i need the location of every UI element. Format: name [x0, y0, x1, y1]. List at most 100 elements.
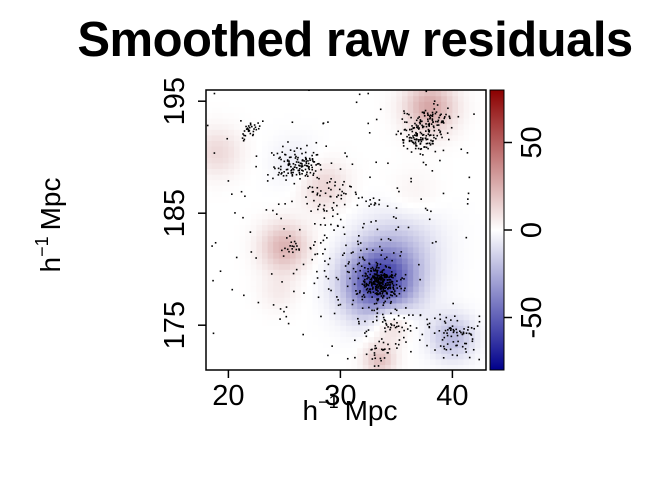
heat-cell	[334, 330, 341, 337]
heat-cell	[245, 185, 252, 192]
data-point	[394, 273, 397, 276]
heat-cell	[312, 274, 319, 281]
heat-cell	[329, 162, 336, 169]
data-point	[295, 242, 297, 245]
heat-cell	[306, 302, 313, 309]
data-point	[174, 298, 176, 300]
data-point	[370, 221, 372, 223]
heat-cell	[435, 241, 442, 248]
heat-cell	[256, 224, 263, 231]
data-point	[384, 282, 387, 285]
heat-cell	[474, 297, 481, 304]
data-point	[367, 270, 369, 273]
heat-cell	[402, 134, 409, 141]
heat-cell	[441, 134, 448, 141]
data-point	[358, 235, 360, 237]
data-point	[445, 113, 447, 116]
heat-cell	[278, 325, 285, 332]
data-point	[359, 290, 361, 292]
heat-cell	[418, 151, 425, 158]
heat-cell	[441, 90, 448, 97]
heat-cell	[334, 269, 341, 276]
heat-cell	[351, 224, 358, 231]
heat-cell	[267, 342, 274, 349]
heat-cell	[413, 358, 420, 365]
heat-cell	[368, 364, 375, 370]
heat-cell	[234, 140, 241, 147]
heat-cell	[239, 90, 246, 97]
heat-cell	[362, 314, 369, 321]
heat-cell	[474, 258, 481, 265]
heat-cell	[262, 218, 269, 225]
data-point	[370, 267, 372, 270]
heat-cell	[446, 330, 453, 337]
heat-cell	[340, 263, 347, 270]
heat-cell	[413, 269, 420, 276]
heat-cell	[351, 308, 358, 315]
heat-cell	[262, 202, 269, 209]
heat-cell	[452, 286, 459, 293]
heat-cell	[424, 123, 431, 130]
heat-cell	[368, 168, 375, 175]
data-point	[252, 133, 255, 136]
data-point	[425, 146, 428, 149]
heat-cell	[368, 258, 375, 265]
data-point	[294, 157, 297, 159]
heat-cell	[306, 336, 313, 343]
data-point	[386, 205, 389, 207]
heat-cell	[284, 190, 291, 197]
heat-cell	[441, 263, 448, 270]
data-point	[258, 125, 261, 127]
heat-cell	[441, 280, 448, 287]
heat-cell	[290, 347, 297, 354]
heat-cell	[396, 347, 403, 354]
data-point	[273, 154, 275, 156]
data-point	[296, 158, 299, 161]
heat-cell	[318, 280, 325, 287]
heat-cell	[374, 168, 381, 175]
data-point	[369, 290, 372, 293]
heat-cell	[374, 129, 381, 136]
heat-cell	[256, 112, 263, 119]
heat-cell	[290, 353, 297, 360]
data-point	[348, 261, 350, 263]
data-point	[383, 275, 386, 277]
data-point	[402, 139, 405, 142]
heat-cell	[340, 185, 347, 192]
heat-cell	[273, 330, 280, 337]
data-point	[419, 148, 422, 151]
heat-cell	[323, 123, 330, 130]
heat-cell	[301, 90, 308, 97]
heat-cell	[250, 347, 257, 354]
heat-cell	[228, 101, 235, 108]
heat-cell	[234, 207, 241, 214]
heat-cell	[245, 90, 252, 97]
heat-cell	[273, 106, 280, 113]
data-point	[194, 304, 196, 306]
data-point	[361, 295, 364, 298]
heat-cell	[239, 263, 246, 270]
heat-cell	[206, 185, 213, 192]
heat-cell	[463, 157, 470, 164]
heat-cell	[469, 90, 476, 97]
heat-cell	[407, 185, 414, 192]
heat-cell	[446, 218, 453, 225]
heat-cell	[418, 179, 425, 186]
heat-cell	[217, 330, 224, 337]
data-point	[313, 244, 315, 246]
heat-cell	[211, 330, 218, 337]
heat-cell	[424, 185, 431, 192]
data-point	[301, 163, 303, 165]
data-point	[235, 256, 238, 259]
heat-cell	[228, 364, 235, 370]
heat-cell	[306, 95, 313, 102]
heat-cell	[334, 342, 341, 349]
heat-cell	[458, 90, 465, 97]
heat-cell	[385, 123, 392, 130]
heat-cell	[250, 269, 257, 276]
heat-cell	[379, 308, 386, 315]
heat-cell	[278, 235, 285, 242]
heat-cell	[413, 179, 420, 186]
heat-cell	[267, 280, 274, 287]
heat-cell	[396, 123, 403, 130]
